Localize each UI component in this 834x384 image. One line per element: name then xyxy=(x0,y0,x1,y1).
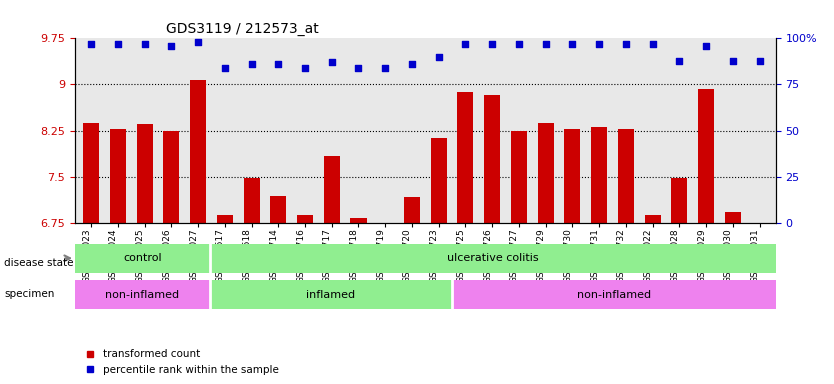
Bar xyxy=(452,280,776,309)
Point xyxy=(700,43,713,49)
Text: non-inflamed: non-inflamed xyxy=(577,290,651,300)
Text: ulcerative colitis: ulcerative colitis xyxy=(447,253,539,263)
Text: disease state: disease state xyxy=(4,258,73,268)
Point xyxy=(646,41,660,47)
Bar xyxy=(75,244,210,273)
Point xyxy=(565,41,579,47)
Bar xyxy=(83,122,99,223)
Bar xyxy=(511,131,527,223)
Bar xyxy=(350,218,366,223)
Bar xyxy=(698,89,714,223)
Bar xyxy=(538,122,554,223)
Text: control: control xyxy=(123,253,162,263)
Bar xyxy=(485,95,500,223)
Bar xyxy=(645,215,661,223)
Point xyxy=(726,58,740,64)
Point xyxy=(379,65,392,71)
Point xyxy=(111,41,124,47)
Point xyxy=(459,41,472,47)
Bar xyxy=(217,215,233,223)
Bar xyxy=(190,80,206,223)
Point xyxy=(84,41,98,47)
Legend: transformed count, percentile rank within the sample: transformed count, percentile rank withi… xyxy=(80,345,284,379)
Bar xyxy=(725,212,741,223)
Point xyxy=(619,41,632,47)
Point xyxy=(191,39,204,45)
Bar xyxy=(210,244,776,273)
Point xyxy=(673,58,686,64)
Text: non-inflamed: non-inflamed xyxy=(105,290,179,300)
Point xyxy=(299,65,312,71)
Bar xyxy=(671,178,687,223)
Bar xyxy=(457,93,474,223)
Point xyxy=(325,59,339,65)
Bar xyxy=(591,127,607,223)
Bar xyxy=(270,196,286,223)
Point xyxy=(405,61,419,67)
Point xyxy=(539,41,552,47)
Bar xyxy=(618,129,634,223)
Point xyxy=(753,58,766,64)
Bar xyxy=(75,280,210,309)
Point xyxy=(219,65,232,71)
Point xyxy=(432,54,445,60)
Bar xyxy=(210,280,452,309)
Bar xyxy=(244,179,259,223)
Bar xyxy=(430,138,447,223)
Bar xyxy=(110,129,126,223)
Bar xyxy=(297,215,313,223)
Bar xyxy=(565,129,580,223)
Bar xyxy=(377,223,394,224)
Point xyxy=(592,41,605,47)
Bar xyxy=(163,131,179,223)
Bar xyxy=(324,156,339,223)
Text: GDS3119 / 212573_at: GDS3119 / 212573_at xyxy=(166,22,319,36)
Point xyxy=(485,41,499,47)
Point xyxy=(352,65,365,71)
Text: specimen: specimen xyxy=(4,289,54,299)
Point xyxy=(164,43,178,49)
Point xyxy=(272,61,285,67)
Bar xyxy=(404,197,420,223)
Point xyxy=(245,61,259,67)
Point xyxy=(512,41,525,47)
Point xyxy=(138,41,151,47)
Text: inflamed: inflamed xyxy=(306,290,355,300)
Bar xyxy=(137,124,153,223)
